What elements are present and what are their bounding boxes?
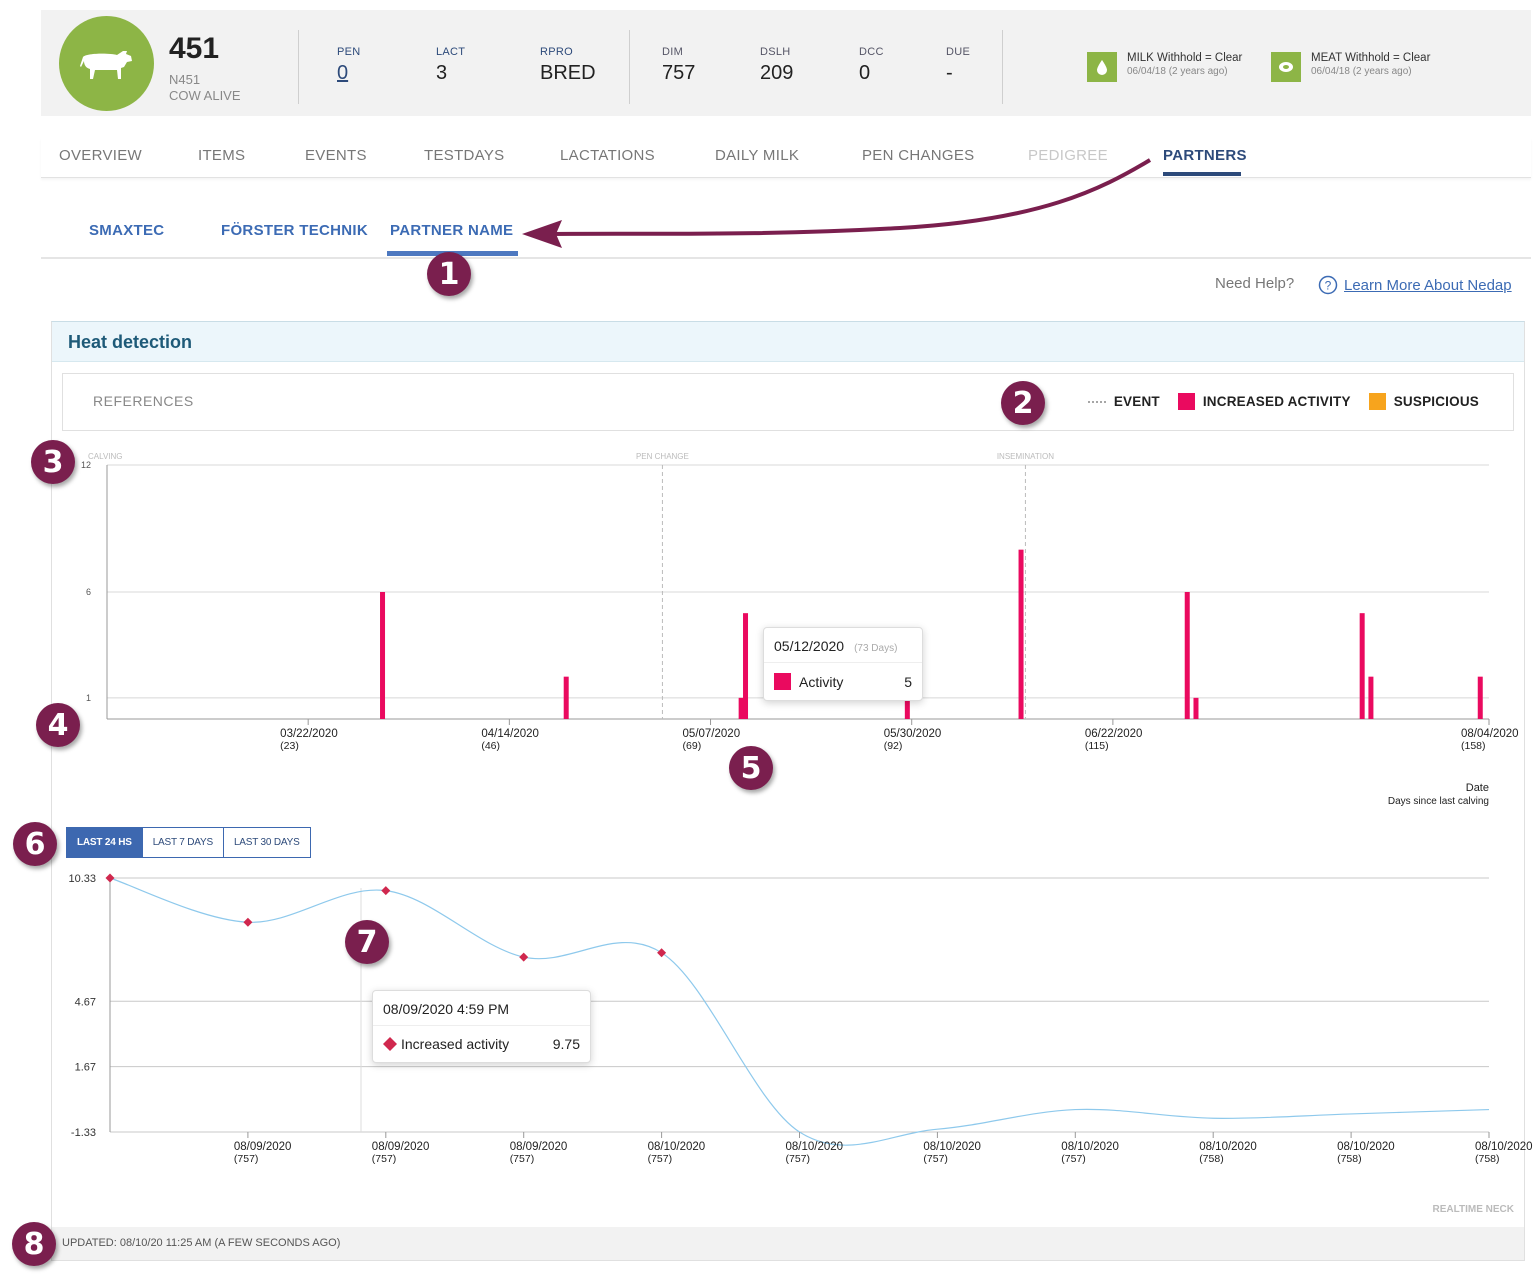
subtab-smaxtec[interactable]: SMAXTEC bbox=[89, 222, 165, 239]
tab-partners[interactable]: PARTNERS bbox=[1163, 147, 1247, 164]
source-label: REALTIME NECK bbox=[1432, 1204, 1514, 1215]
references-bar: REFERENCES EVENT INCREASED ACTIVITY SUSP… bbox=[62, 373, 1514, 431]
partner-tabs: SMAXTEC FÖRSTER TECHNIK PARTNER NAME bbox=[41, 205, 1531, 259]
tooltip-label: Activity bbox=[799, 673, 844, 690]
annotation-badge-1: 1 bbox=[427, 252, 471, 296]
animal-info: N451 COW ALIVE bbox=[169, 72, 241, 104]
animal-header: 451 N451 COW ALIVE PEN 0 LACT 3 RPRO BRE… bbox=[41, 10, 1531, 116]
heat-detection-panel: Heat detection REFERENCES EVENT INCREASE… bbox=[51, 321, 1525, 1261]
legend-swatch-increased bbox=[1177, 393, 1195, 410]
stat-value: 0 bbox=[859, 62, 871, 84]
tab-overview[interactable]: OVERVIEW bbox=[59, 147, 142, 164]
tab-testdays[interactable]: TESTDAYS bbox=[424, 147, 505, 164]
subtab-partner-name[interactable]: PARTNER NAME bbox=[390, 222, 514, 239]
stat-value: 3 bbox=[436, 62, 448, 84]
active-tab-indicator bbox=[1163, 172, 1241, 176]
activity-swatch bbox=[774, 673, 791, 690]
stat-value: BRED bbox=[540, 62, 596, 84]
range-30d-button[interactable]: LAST 30 DAYS bbox=[222, 828, 310, 857]
stat-dslh: DSLH 209 bbox=[760, 46, 793, 85]
stat-value: - bbox=[946, 62, 953, 84]
annotation-badge-3: 3 bbox=[31, 440, 75, 484]
legend: EVENT INCREASED ACTIVITY SUSPICIOUS bbox=[1087, 393, 1479, 410]
tab-lactations[interactable]: LACTATIONS bbox=[560, 147, 655, 164]
cow-avatar bbox=[59, 16, 154, 111]
stat-label: DCC bbox=[859, 46, 884, 58]
stat-value: 209 bbox=[760, 62, 794, 84]
meat-withhold-title: MEAT Withhold = Clear bbox=[1311, 52, 1431, 64]
stat-dim: DIM 757 bbox=[662, 46, 695, 85]
updated-status: UPDATED: 08/10/20 11:25 AM (A FEW SECOND… bbox=[52, 1227, 1524, 1260]
stat-lact: LACT 3 bbox=[436, 46, 465, 85]
line-tooltip: 08/09/2020 4:59 PM Increased activity 9.… bbox=[372, 990, 591, 1063]
divider bbox=[629, 30, 630, 104]
annotation-badge-2: 2 bbox=[1001, 381, 1045, 425]
annotation-badge-8: 8 bbox=[12, 1222, 56, 1266]
stat-label: LACT bbox=[436, 46, 466, 58]
stat-rpro: RPRO BRED bbox=[540, 46, 596, 85]
references-title: REFERENCES bbox=[93, 393, 194, 409]
stat-label: PEN bbox=[337, 46, 361, 58]
milk-withhold-title: MILK Withhold = Clear bbox=[1127, 52, 1243, 64]
tooltip-value: 9.75 bbox=[552, 1036, 580, 1052]
stat-value: 757 bbox=[662, 62, 696, 84]
tooltip-header: 08/09/2020 4:59 PM bbox=[373, 991, 590, 1026]
help-question: Need Help? bbox=[1215, 275, 1295, 292]
tab-daily-milk[interactable]: DAILY MILK bbox=[715, 147, 800, 164]
annotation-badge-4: 4 bbox=[36, 703, 80, 747]
stat-label: DIM bbox=[662, 46, 684, 58]
meat-withhold-date: 06/04/18 (2 years ago) bbox=[1311, 66, 1412, 77]
animal-status: COW ALIVE bbox=[169, 88, 241, 103]
meat-withhold: MEAT Withhold = Clear 06/04/18 (2 years … bbox=[1271, 52, 1430, 82]
tooltip-header: 05/12/2020 (73 Days) bbox=[764, 628, 922, 663]
stat-label: RPRO bbox=[540, 46, 573, 58]
tab-events[interactable]: EVENTS bbox=[305, 147, 367, 164]
panel-title: Heat detection bbox=[52, 322, 1524, 362]
milk-withhold-date: 06/04/18 (2 years ago) bbox=[1127, 66, 1228, 77]
learn-more-link[interactable]: Learn More About Nedap bbox=[1344, 276, 1512, 294]
time-range-selector: LAST 24 HS LAST 7 DAYS LAST 30 DAYS bbox=[66, 827, 311, 858]
legend-increased: INCREASED ACTIVITY bbox=[1202, 394, 1351, 409]
milk-withhold: MILK Withhold = Clear 06/04/18 (2 years … bbox=[1087, 52, 1242, 82]
annotation-badge-6: 6 bbox=[13, 822, 57, 866]
tab-pedigree: PEDIGREE bbox=[1028, 147, 1108, 164]
dotted-line-icon bbox=[1087, 400, 1108, 403]
range-7d-button[interactable]: LAST 7 DAYS bbox=[141, 828, 223, 857]
annotation-badge-5: 5 bbox=[729, 746, 773, 790]
stat-pen: PEN 0 bbox=[337, 46, 361, 85]
annotation-badge-7: 7 bbox=[345, 920, 389, 964]
tab-items[interactable]: ITEMS bbox=[198, 147, 246, 164]
help-link-wrap[interactable]: ? Learn More About Nedap bbox=[1318, 275, 1512, 295]
tooltip-row: Increased activity 9.75 bbox=[373, 1026, 590, 1062]
legend-swatch-suspicious bbox=[1368, 393, 1386, 410]
tooltip-days: (73 Days) bbox=[854, 643, 898, 654]
tooltip-label: Increased activity bbox=[401, 1036, 510, 1052]
bar-tooltip: 05/12/2020 (73 Days) Activity 5 bbox=[763, 627, 923, 701]
legend-suspicious: SUSPICIOUS bbox=[1393, 394, 1479, 409]
range-24h-button[interactable]: LAST 24 HS bbox=[67, 828, 142, 857]
question-circle-icon: ? bbox=[1318, 275, 1338, 295]
animal-id: 451 bbox=[169, 32, 220, 65]
stat-label: DUE bbox=[946, 46, 971, 58]
legend-event: EVENT bbox=[1113, 394, 1160, 409]
diamond-icon bbox=[383, 1037, 397, 1051]
stat-due: DUE - bbox=[946, 46, 970, 85]
animal-tag: N451 bbox=[169, 72, 201, 87]
tab-pen-changes[interactable]: PEN CHANGES bbox=[862, 147, 975, 164]
main-tabs: OVERVIEW ITEMS EVENTS TESTDAYS LACTATION… bbox=[41, 138, 1531, 178]
stat-dcc: DCC 0 bbox=[859, 46, 884, 85]
tooltip-value: 5 bbox=[904, 673, 912, 690]
tooltip-row: Activity 5 bbox=[764, 663, 922, 700]
pen-link[interactable]: 0 bbox=[337, 62, 349, 84]
tooltip-date: 05/12/2020 bbox=[774, 638, 845, 654]
svg-text:?: ? bbox=[1325, 279, 1332, 293]
subtab-forster-technik[interactable]: FÖRSTER TECHNIK bbox=[221, 222, 368, 239]
stat-label: DSLH bbox=[760, 46, 791, 58]
milk-drop-icon bbox=[1087, 52, 1117, 82]
divider bbox=[1002, 30, 1003, 104]
divider bbox=[298, 30, 299, 104]
meat-icon bbox=[1271, 52, 1301, 82]
cow-icon bbox=[79, 50, 132, 79]
